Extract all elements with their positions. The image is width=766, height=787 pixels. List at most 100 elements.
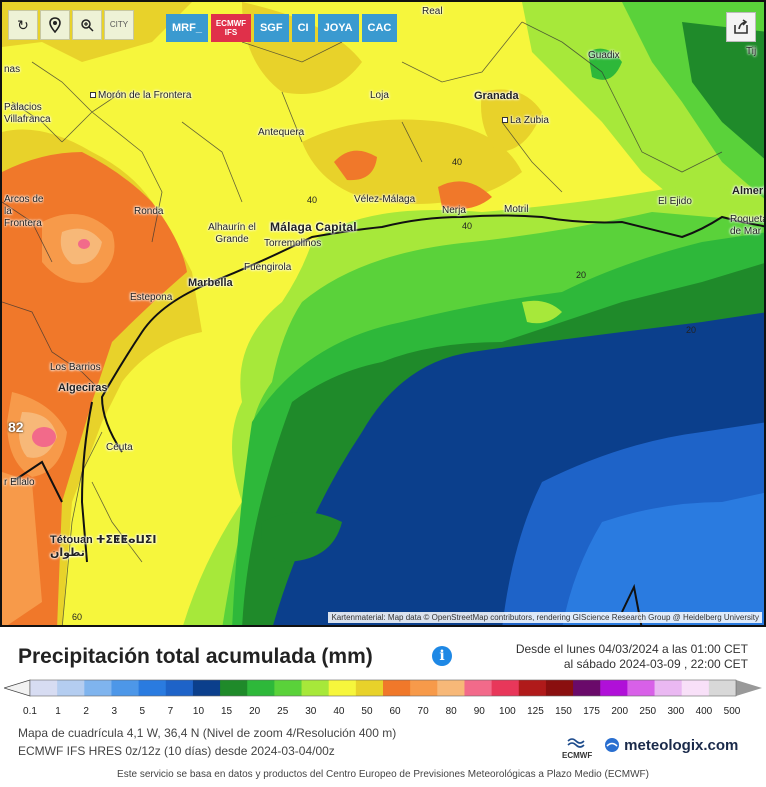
scale-swatch bbox=[111, 680, 140, 696]
scale-swatch bbox=[301, 680, 330, 696]
scale-swatch bbox=[355, 680, 384, 696]
scale-tick-label: 100 bbox=[499, 706, 516, 717]
place-label[interactable]: Alhaurín el Grande bbox=[208, 222, 256, 245]
contour-label: 20 bbox=[576, 270, 587, 280]
place-label[interactable]: Arcos de la Frontera bbox=[4, 194, 44, 229]
scale-swatch bbox=[545, 680, 574, 696]
place-label[interactable]: El Ejido bbox=[658, 196, 692, 207]
location-button[interactable] bbox=[40, 10, 70, 40]
contour-label: 20 bbox=[686, 325, 697, 335]
scale-tick-label: 1 bbox=[55, 706, 61, 717]
share-button[interactable] bbox=[726, 12, 756, 42]
footer-note: Este servicio se basa en datos y product… bbox=[117, 769, 649, 780]
info-icon[interactable]: i bbox=[432, 646, 452, 666]
legend-title: Precipitación total acumulada (mm) bbox=[18, 645, 373, 668]
place-label[interactable]: Fuengirola bbox=[244, 262, 292, 273]
scale-tick-label: 30 bbox=[305, 706, 317, 717]
scale-tick-label: 25 bbox=[277, 706, 289, 717]
place-label[interactable]: Ronda bbox=[134, 206, 164, 217]
scale-ticks: 0.1 1 2 3 5 7 10 15 20 25 30 40 50 60 70 80 90 100 125 150 1… bbox=[0, 706, 766, 720]
place-label[interactable]: Morón de la Frontera bbox=[90, 90, 191, 101]
scale-tick-label: 500 bbox=[723, 706, 741, 717]
scale-border bbox=[29, 679, 737, 697]
scale-tick-label: 10 bbox=[192, 706, 205, 717]
scale-tick-label: 2 bbox=[83, 706, 89, 717]
scale-tick-label: 80 bbox=[445, 706, 457, 717]
scale-tick-label: 250 bbox=[639, 706, 657, 717]
place-marker-icon bbox=[502, 117, 508, 124]
scale-tick-label: 0.1 bbox=[23, 706, 37, 717]
scale-swatch bbox=[708, 680, 737, 696]
scale-tick-label: 90 bbox=[473, 706, 485, 717]
scale-tick-label: 150 bbox=[555, 706, 572, 717]
model-run-info: ECMWF IFS HRES 0z/12z (10 días) desde 20… bbox=[18, 744, 335, 758]
zoom-icon bbox=[81, 19, 94, 32]
place-label[interactable]: Torremolinos bbox=[264, 238, 322, 249]
meteologix-brand[interactable]: meteologix.com bbox=[604, 737, 738, 754]
place-label[interactable]: nas bbox=[4, 64, 21, 75]
place-label[interactable]: Vélez-Málaga bbox=[354, 194, 416, 205]
scale-tick-label: 400 bbox=[695, 706, 713, 717]
scale-tick-label: 40 bbox=[333, 706, 345, 717]
model-button-cac[interactable]: CAC bbox=[361, 14, 398, 42]
scale-tick-label: 20 bbox=[249, 706, 261, 717]
scale-swatch bbox=[220, 680, 248, 696]
place-label[interactable]: Ceuta bbox=[106, 442, 133, 453]
contour-label: 60 bbox=[72, 612, 83, 622]
scale-swatch bbox=[328, 680, 357, 696]
period-from: Desde el lunes 04/03/2024 a las 01:00 CE… bbox=[515, 642, 748, 656]
scale-swatch bbox=[165, 680, 194, 696]
scale-swatch bbox=[383, 680, 411, 696]
refresh-button[interactable]: ↻ bbox=[8, 10, 38, 40]
place-label[interactable]: Algeciras bbox=[58, 382, 108, 394]
scale-swatch bbox=[247, 680, 275, 696]
place-marker-icon bbox=[90, 92, 96, 99]
place-label[interactable]: Palacios Villafranca bbox=[4, 102, 51, 125]
place-label[interactable]: Real bbox=[422, 6, 443, 17]
scale-tick-label: 60 bbox=[389, 706, 401, 717]
place-label[interactable]: Guadix bbox=[588, 50, 620, 61]
max-value-label: 82 bbox=[8, 419, 24, 435]
scale-left-arrow bbox=[4, 679, 31, 697]
scale-swatch bbox=[573, 680, 601, 696]
scale-swatch bbox=[84, 680, 112, 696]
ecmwf-logo-icon bbox=[567, 738, 585, 748]
place-label[interactable]: Roquetas de Mar bbox=[730, 214, 764, 237]
model-button-ci[interactable]: CI bbox=[291, 14, 315, 42]
zoom-button[interactable] bbox=[72, 10, 102, 40]
place-label[interactable]: Almería bbox=[732, 185, 766, 197]
place-label[interactable]: r Ellalo bbox=[4, 477, 35, 488]
scale-swatch bbox=[464, 680, 493, 696]
precipitation-map[interactable]: Morón de la Frontera Palacios Villafranc… bbox=[0, 0, 766, 627]
model-button-ecmwf[interactable]: ECMWF IFS bbox=[210, 14, 251, 42]
scale-swatch bbox=[30, 680, 58, 696]
scale-tick-label: 300 bbox=[667, 706, 685, 717]
city-toggle-button[interactable]: CITY bbox=[104, 10, 134, 40]
place-label[interactable]: Málaga Capital bbox=[270, 220, 357, 234]
place-label[interactable]: Loja bbox=[370, 90, 389, 101]
place-label[interactable]: Granada bbox=[474, 90, 519, 102]
refresh-icon: ↻ bbox=[17, 16, 29, 33]
model-button-mrf[interactable]: MRF_ bbox=[166, 14, 208, 42]
place-label[interactable]: Tétouan ⵜⵉⵟⵟⴰⵡⵉⵏ تطوان bbox=[50, 534, 157, 559]
contour-label: 40 bbox=[462, 221, 473, 231]
place-label[interactable]: Nerja bbox=[442, 205, 466, 216]
ecmwf-logo: ECMWF bbox=[562, 737, 592, 760]
place-label[interactable]: Antequera bbox=[258, 127, 305, 138]
place-label[interactable]: Los Barrios bbox=[50, 362, 101, 373]
place-label[interactable]: La Zubia bbox=[502, 115, 549, 126]
place-label[interactable]: Tij bbox=[746, 46, 757, 57]
map-toolbar: ↻ CITY bbox=[8, 10, 134, 40]
model-button-sgf[interactable]: SGF bbox=[253, 14, 289, 42]
place-label[interactable]: Motril bbox=[504, 204, 529, 215]
location-pin-icon bbox=[49, 17, 61, 33]
place-label[interactable]: Marbella bbox=[188, 277, 233, 289]
model-button-joya[interactable]: JOYA bbox=[317, 14, 359, 42]
contour-label: 40 bbox=[452, 157, 463, 167]
scale-swatch bbox=[274, 680, 303, 696]
scale-swatch bbox=[138, 680, 167, 696]
scale-swatch bbox=[57, 680, 85, 696]
model-selector: MRF_ ECMWF IFS SGF CI JOYA CAC bbox=[166, 14, 398, 42]
scale-swatch bbox=[518, 680, 547, 696]
place-label[interactable]: Estepona bbox=[130, 292, 173, 303]
